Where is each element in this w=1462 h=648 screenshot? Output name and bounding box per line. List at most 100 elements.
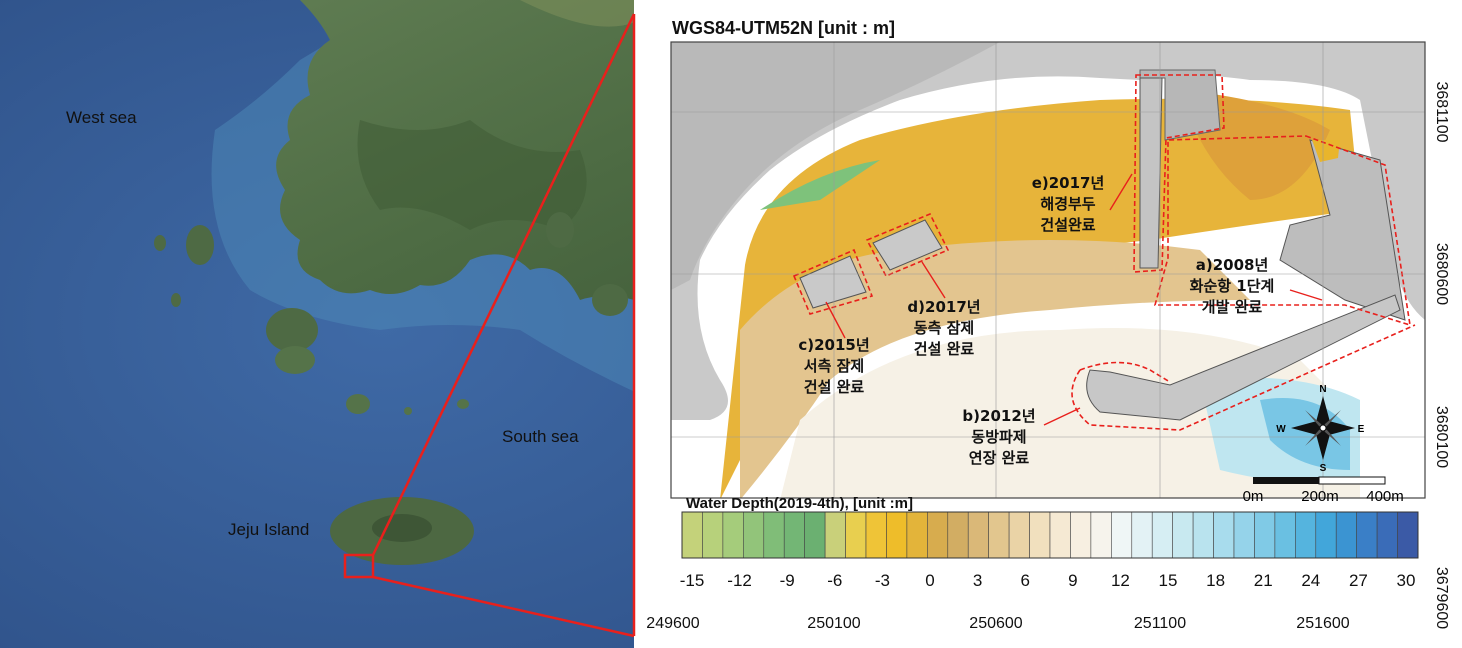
zoom-line-top bbox=[371, 13, 636, 556]
legend-title: Water Depth(2019-4th), [unit :m] bbox=[686, 495, 913, 512]
annotation-b-line3: 연장 완료 bbox=[969, 449, 1030, 467]
legend-swatch bbox=[824, 511, 846, 559]
annotation-labels: a)2008년 화순항 1단계 개발 완료 b)2012년 동방파제 연장 완료… bbox=[798, 174, 1274, 467]
annotation-a-line1: a)2008년 bbox=[1196, 256, 1269, 274]
legend-swatch bbox=[743, 511, 765, 559]
west-submerged-breakwater bbox=[799, 255, 867, 309]
legend-swatch bbox=[1233, 511, 1255, 559]
legend-swatch bbox=[1356, 511, 1378, 559]
legend-swatch bbox=[906, 511, 928, 559]
island bbox=[154, 235, 166, 251]
legend-swatch bbox=[1192, 511, 1214, 559]
compass-se bbox=[1323, 428, 1341, 446]
island bbox=[186, 225, 214, 265]
compass-nw bbox=[1305, 410, 1323, 428]
coast-guard-pier bbox=[1139, 77, 1163, 269]
annotation-arrows bbox=[825, 173, 1323, 426]
y-tick-label: 3680600 bbox=[1433, 243, 1450, 305]
legend-tick-label: 6 bbox=[1020, 571, 1029, 590]
map-frame bbox=[670, 41, 1426, 499]
compass-w-label: W bbox=[1276, 424, 1286, 435]
legend-tick-label: 0 bbox=[925, 571, 934, 590]
legend-tick-label: 27 bbox=[1349, 571, 1368, 590]
legend-tick-label: -9 bbox=[780, 571, 795, 590]
crs-title: WGS84-UTM52N [unit : m] bbox=[672, 18, 895, 38]
compass-east-point bbox=[1323, 421, 1355, 435]
outline-b bbox=[1071, 324, 1416, 431]
zoom-line-bottom bbox=[372, 575, 635, 638]
legend-swatch bbox=[988, 511, 1010, 559]
y-tick-label: 3680100 bbox=[1433, 406, 1450, 468]
south-sea-label: South sea bbox=[502, 427, 579, 446]
x-tick-label: 250100 bbox=[807, 615, 860, 632]
legend-swatch bbox=[804, 511, 826, 559]
compass-center bbox=[1319, 424, 1327, 432]
legend-swatch bbox=[1111, 511, 1133, 559]
legend-tick-label: 30 bbox=[1397, 571, 1416, 590]
legend-swatch bbox=[845, 511, 867, 559]
legend-colorbar-frame bbox=[681, 511, 1419, 559]
land-terrain bbox=[671, 42, 1000, 290]
west-sea-label: West sea bbox=[66, 108, 137, 127]
legend-swatch bbox=[1274, 511, 1296, 559]
annotation-d-line2: 동측 잠제 bbox=[914, 319, 974, 337]
legend-swatch bbox=[763, 511, 785, 559]
legend-tick-label: 15 bbox=[1159, 571, 1178, 590]
annotation-e-line1: e)2017년 bbox=[1032, 174, 1105, 192]
scale-bar-black bbox=[1253, 477, 1319, 484]
compass-west-point bbox=[1291, 421, 1323, 435]
annotation-e-line2: 해경부두 bbox=[1040, 195, 1095, 213]
annotation-c-line1: c)2015년 bbox=[798, 336, 869, 354]
annotation-d-line1: d)2017년 bbox=[907, 298, 980, 316]
annotation-e-line3: 건설완료 bbox=[1040, 216, 1095, 234]
annotation-a-line3: 개발 완료 bbox=[1202, 298, 1263, 316]
legend-tick-label: 21 bbox=[1254, 571, 1273, 590]
x-tick-label: 251100 bbox=[1134, 615, 1186, 632]
legend-swatch bbox=[702, 511, 724, 559]
outline-d bbox=[865, 212, 950, 278]
compass-s-label: S bbox=[1320, 463, 1327, 474]
annotation-a-line2: 화순항 1단계 bbox=[1190, 277, 1275, 295]
compass-e-label: E bbox=[1358, 424, 1365, 435]
east-breakwater bbox=[1086, 294, 1401, 421]
annotation-c-line2: 서측 잠제 bbox=[804, 357, 864, 375]
annotation-b-line1: b)2012년 bbox=[962, 407, 1035, 425]
island bbox=[346, 394, 370, 414]
x-axis-labels: 249600 250100 250600 251100 251600 bbox=[646, 615, 1349, 632]
legend-tick-label: 12 bbox=[1111, 571, 1130, 590]
island bbox=[275, 346, 315, 374]
legend-colorbar bbox=[681, 511, 1419, 559]
legend-tick-labels: -15 -12 -9 -6 -3 0 3 6 9 12 15 18 21 24 27 30 bbox=[680, 571, 1416, 590]
legend-swatch bbox=[886, 511, 908, 559]
depth-band-shallow bbox=[720, 98, 1360, 498]
legend-swatch bbox=[1295, 511, 1317, 559]
legend-swatch bbox=[947, 511, 969, 559]
outline-a bbox=[1153, 135, 1411, 327]
legend-tick-label: -15 bbox=[680, 571, 705, 590]
island bbox=[266, 308, 318, 352]
legend-swatch bbox=[1151, 511, 1173, 559]
island bbox=[592, 284, 628, 316]
construction-outlines bbox=[792, 74, 1416, 431]
legend-swatch bbox=[722, 511, 744, 559]
coordinate-grid bbox=[671, 42, 1425, 498]
compass-n-label: N bbox=[1319, 384, 1326, 395]
legend-tick-label: 18 bbox=[1206, 571, 1225, 590]
legend-swatch bbox=[1172, 511, 1194, 559]
scale-bar-white bbox=[1318, 476, 1386, 485]
legend-tick-label: -3 bbox=[875, 571, 890, 590]
legend-swatch bbox=[1397, 511, 1419, 559]
scale-label-400: 400m bbox=[1366, 488, 1404, 505]
legend-swatch bbox=[1376, 511, 1398, 559]
jeju-island-label: Jeju Island bbox=[228, 520, 309, 539]
hallasan-terrain bbox=[372, 514, 432, 542]
legend-swatch bbox=[1070, 511, 1092, 559]
map-frame-content bbox=[671, 42, 1425, 498]
annotation-d-line3: 건설 완료 bbox=[914, 340, 975, 358]
study-area-box bbox=[343, 553, 375, 579]
east-submerged-breakwater bbox=[872, 219, 943, 271]
legend-swatch bbox=[783, 511, 805, 559]
legend-tick-label: 24 bbox=[1301, 571, 1320, 590]
island bbox=[404, 407, 412, 415]
